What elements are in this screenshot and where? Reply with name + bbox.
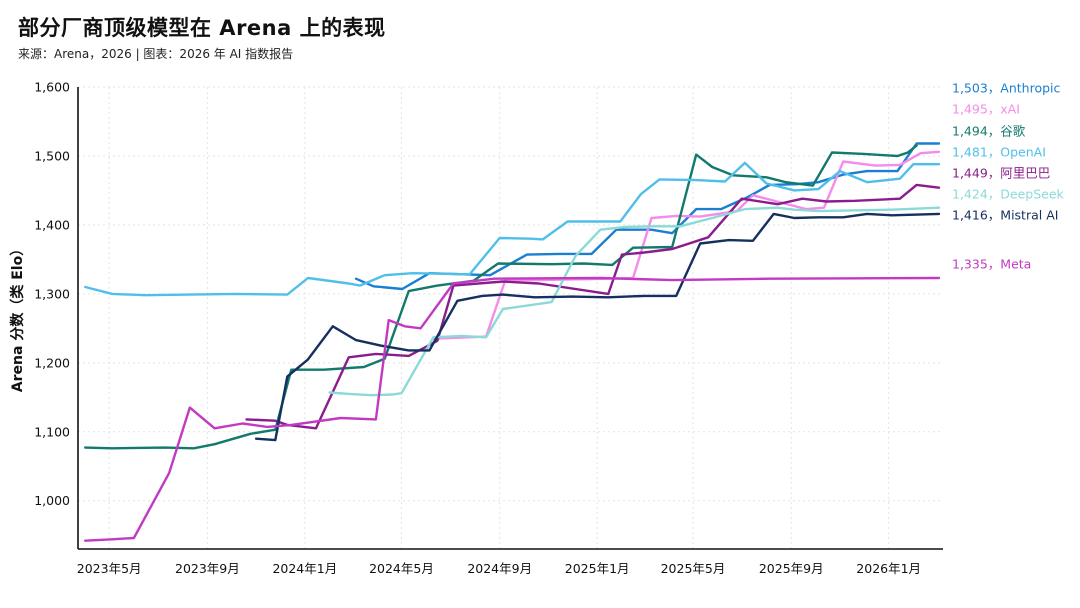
series-line-meta xyxy=(83,276,941,542)
chart-title: 部分厂商顶级模型在 Arena 上的表现 xyxy=(18,16,386,40)
x-tick-label: 2023年5月 xyxy=(77,561,142,576)
chart-subtitle: 来源：Arena，2026 | 图表：2026 年 AI 指数报告 xyxy=(18,47,294,61)
y-tick-label: 1,100 xyxy=(34,424,70,439)
y-tick-label: 1,500 xyxy=(34,148,70,163)
x-tick-label: 2024年1月 xyxy=(272,561,337,576)
axes xyxy=(77,87,943,550)
y-tick-label: 1,300 xyxy=(34,286,70,301)
x-tick-labels: 2023年5月 2023年9月 2024年1月 2024年5月 2024年9月 2025年… xyxy=(77,561,921,576)
y-tick-label: 1,000 xyxy=(34,493,70,508)
series-line-mistral-ai xyxy=(254,212,941,442)
x-tick-label: 2025年1月 xyxy=(565,561,630,576)
series-line-xai xyxy=(432,150,941,340)
series-end-labels: 1,503，Anthropic 1,495，xAI 1,494，谷歌 1,481，Op… xyxy=(952,81,1065,272)
x-tick-label: 2024年9月 xyxy=(467,561,532,576)
end-label-anthropic: 1,503，Anthropic xyxy=(952,81,1061,96)
series-line-谷歌 xyxy=(83,144,918,450)
end-label-meta: 1,335，Meta xyxy=(952,257,1031,272)
end-label-xai: 1,495，xAI xyxy=(952,102,1020,117)
end-label-deepseek: 1,424，DeepSeek xyxy=(952,187,1065,202)
end-label-谷歌: 1,494，谷歌 xyxy=(952,124,1026,139)
end-label-openai: 1,481，OpenAI xyxy=(952,145,1046,160)
series-line-阿里巴巴 xyxy=(245,183,941,430)
x-tick-label: 2024年5月 xyxy=(369,561,434,576)
y-tick-labels: 1,000 1,100 1,200 1,300 1,400 1,500 1,600 xyxy=(34,80,70,509)
series-line-deepseek xyxy=(328,206,941,397)
y-tick-label: 1,600 xyxy=(34,80,70,95)
series-lines xyxy=(83,142,941,542)
end-label-阿里巴巴: 1,449，阿里巴巴 xyxy=(952,166,1050,181)
grid-lines xyxy=(78,86,943,549)
x-tick-label: 2023年9月 xyxy=(175,561,240,576)
x-tick-label: 2025年5月 xyxy=(661,561,726,576)
y-tick-label: 1,400 xyxy=(34,217,70,232)
x-tick-label: 2026年1月 xyxy=(856,561,921,576)
x-tick-label: 2025年9月 xyxy=(759,561,824,576)
y-axis-label: Arena 分数（类 Elo） xyxy=(9,242,26,392)
series-line-openai xyxy=(83,161,941,297)
y-tick-label: 1,200 xyxy=(34,355,70,370)
end-label-mistral-ai: 1,416，Mistral AI xyxy=(952,208,1058,223)
